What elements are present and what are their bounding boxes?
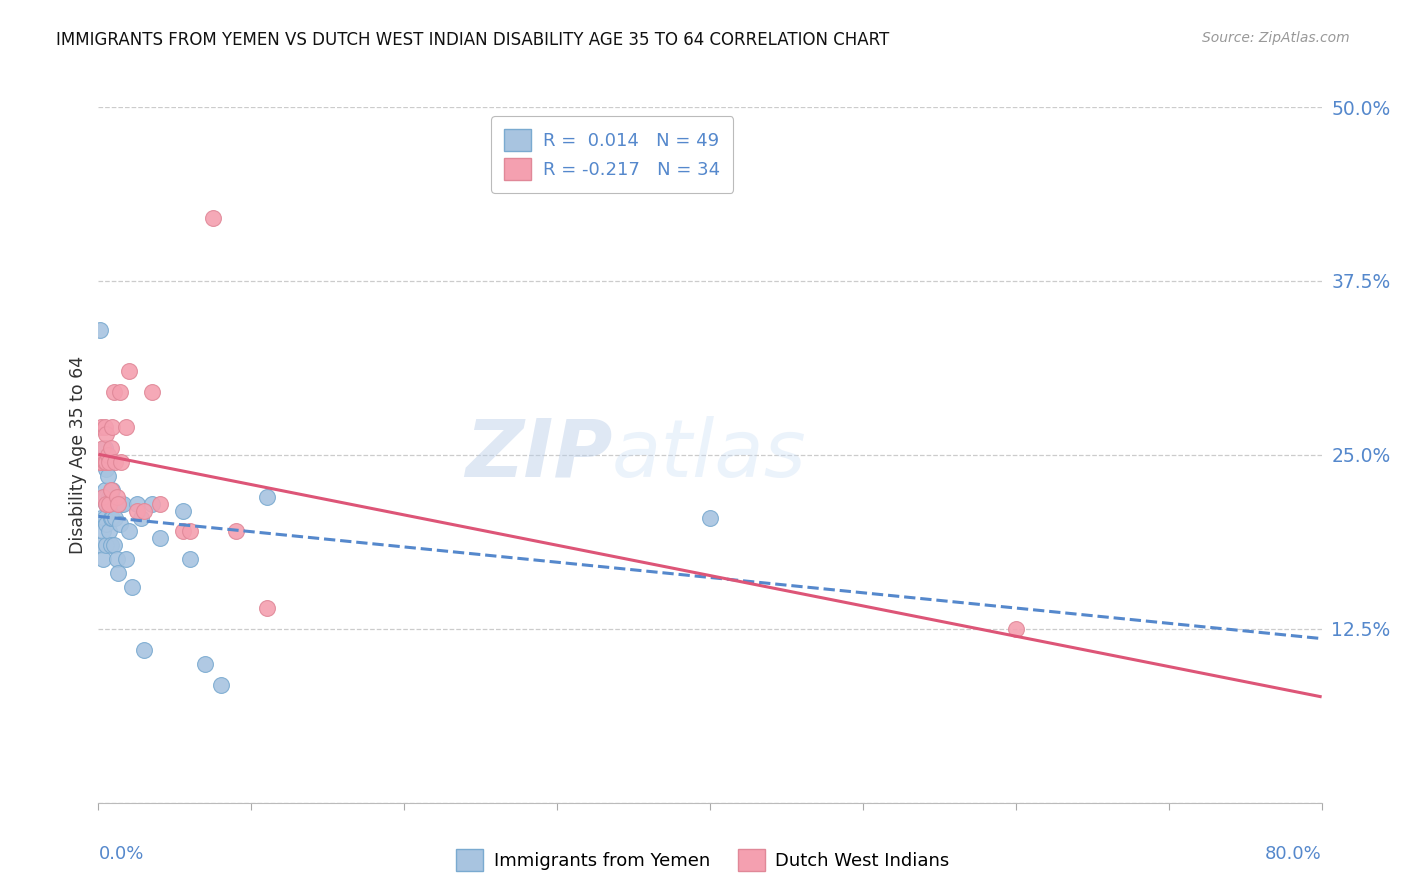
Point — [90, 510, 112, 524]
Point — [90, 455, 112, 469]
Text: 80.0%: 80.0% — [1265, 845, 1322, 863]
Legend: Immigrants from Yemen, Dutch West Indians: Immigrants from Yemen, Dutch West Indian… — [449, 842, 957, 879]
Point — [94, 455, 117, 469]
Point — [121, 580, 143, 594]
Point — [115, 552, 138, 566]
Point — [97, 455, 120, 469]
Point — [91, 455, 114, 469]
Point — [104, 455, 127, 469]
Point — [98, 524, 121, 539]
Point — [100, 441, 122, 455]
Point — [101, 483, 124, 497]
Point — [699, 510, 721, 524]
Point — [141, 385, 163, 400]
Point — [104, 510, 127, 524]
Point — [103, 497, 125, 511]
Point — [105, 490, 128, 504]
Point — [149, 532, 172, 546]
Point — [91, 490, 114, 504]
Point — [91, 524, 114, 539]
Point — [94, 490, 117, 504]
Point — [125, 503, 148, 517]
Text: IMMIGRANTS FROM YEMEN VS DUTCH WEST INDIAN DISABILITY AGE 35 TO 64 CORRELATION C: IMMIGRANTS FROM YEMEN VS DUTCH WEST INDI… — [56, 31, 890, 49]
Point — [100, 483, 122, 497]
Point — [202, 211, 225, 226]
Point — [118, 524, 141, 539]
Point — [90, 420, 112, 434]
Point — [98, 490, 121, 504]
Point — [93, 455, 115, 469]
Point — [94, 462, 117, 476]
Text: atlas: atlas — [612, 416, 807, 494]
Point — [98, 497, 121, 511]
Point — [172, 524, 194, 539]
Point — [89, 323, 111, 337]
Point — [256, 490, 278, 504]
Point — [108, 385, 131, 400]
Point — [225, 524, 247, 539]
Point — [111, 497, 134, 511]
Point — [91, 490, 114, 504]
Point — [94, 517, 117, 532]
Point — [149, 497, 172, 511]
Point — [179, 552, 201, 566]
Point — [97, 468, 120, 483]
Point — [97, 448, 120, 462]
Point — [93, 441, 115, 455]
Point — [129, 510, 152, 524]
Point — [100, 538, 122, 552]
Point — [89, 455, 111, 469]
Point — [107, 497, 129, 511]
Point — [93, 483, 115, 497]
Legend: R =  0.014   N = 49, R = -0.217   N = 34: R = 0.014 N = 49, R = -0.217 N = 34 — [491, 116, 734, 193]
Point — [98, 455, 121, 469]
Point — [108, 517, 131, 532]
Point — [118, 364, 141, 378]
Point — [125, 497, 148, 511]
Text: 0.0%: 0.0% — [98, 845, 143, 863]
Point — [93, 455, 115, 469]
Point — [105, 552, 128, 566]
Point — [91, 552, 114, 566]
Point — [94, 497, 117, 511]
Point — [100, 510, 122, 524]
Point — [90, 538, 112, 552]
Point — [179, 524, 201, 539]
Point — [94, 427, 117, 442]
Y-axis label: Disability Age 35 to 64: Disability Age 35 to 64 — [69, 356, 87, 554]
Text: ZIP: ZIP — [465, 416, 612, 494]
Point — [115, 420, 138, 434]
Point — [93, 510, 115, 524]
Point — [98, 497, 121, 511]
Point — [101, 420, 124, 434]
Point — [100, 490, 122, 504]
Point — [110, 455, 132, 469]
Point — [141, 497, 163, 511]
Point — [101, 510, 124, 524]
Point — [103, 385, 125, 400]
Point — [94, 497, 117, 511]
Point — [134, 642, 156, 657]
Point — [256, 601, 278, 615]
Point — [209, 677, 232, 691]
Text: Source: ZipAtlas.com: Source: ZipAtlas.com — [1202, 31, 1350, 45]
Point — [172, 503, 194, 517]
Point — [91, 441, 114, 455]
Point — [103, 538, 125, 552]
Point — [194, 657, 217, 671]
Point — [107, 566, 129, 581]
Point — [110, 497, 132, 511]
Point — [93, 420, 115, 434]
Point — [1004, 622, 1026, 636]
Point — [94, 538, 117, 552]
Point — [97, 497, 120, 511]
Point — [134, 503, 156, 517]
